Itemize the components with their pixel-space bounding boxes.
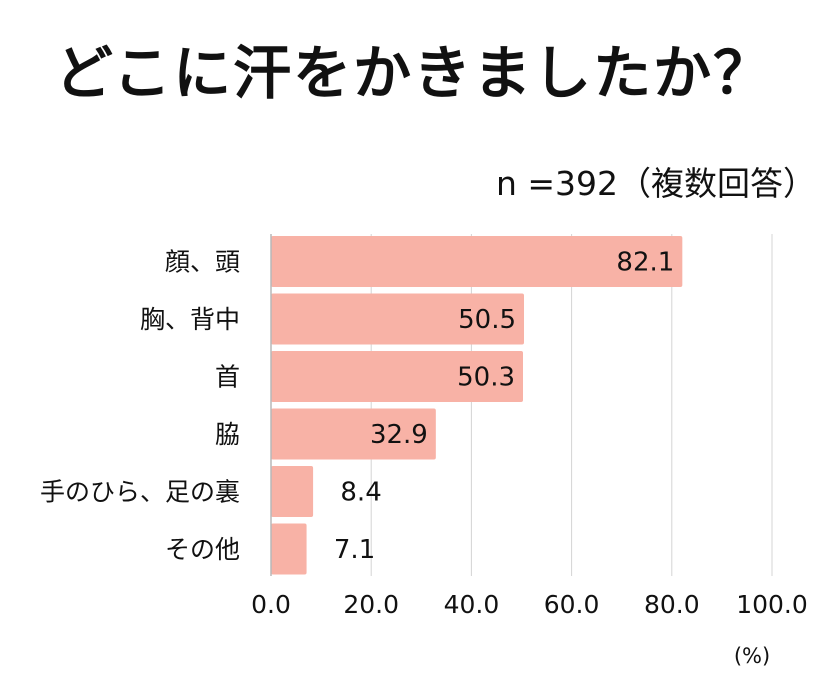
bar-value-label: 82.1 xyxy=(616,248,674,278)
category-label: 首 xyxy=(215,363,240,392)
chart-title: どこに汗をかきましたか？ xyxy=(54,39,774,107)
bar xyxy=(271,408,436,460)
bar-value-label: 32.9 xyxy=(370,420,428,450)
x-tick-label: 20.0 xyxy=(343,590,399,619)
bar-value-label: 7.1 xyxy=(334,535,375,565)
bar xyxy=(271,351,524,402)
x-tick-label: 60.0 xyxy=(544,590,600,619)
bar xyxy=(271,293,525,345)
bar xyxy=(271,466,314,517)
bar xyxy=(271,523,307,575)
bar-value-label: 8.4 xyxy=(340,478,381,508)
category-label: その他 xyxy=(165,535,240,564)
bar xyxy=(271,236,683,287)
x-tick-label: 40.0 xyxy=(444,590,500,619)
x-tick-label: 100.0 xyxy=(736,590,808,619)
x-axis-unit-label: (%) xyxy=(734,644,770,668)
x-tick-label: 0.0 xyxy=(251,590,291,619)
category-label: 脇 xyxy=(215,420,240,449)
category-label: 手のひら、足の裏 xyxy=(40,478,240,507)
bar-value-label: 50.3 xyxy=(457,363,515,393)
x-tick-label: 80.0 xyxy=(644,590,700,619)
category-label: 顔、頭 xyxy=(165,248,240,277)
category-label: 胸、背中 xyxy=(140,305,240,334)
bar-value-label: 50.5 xyxy=(458,305,516,335)
sample-size-note: n =392（複数回答） xyxy=(495,164,816,203)
